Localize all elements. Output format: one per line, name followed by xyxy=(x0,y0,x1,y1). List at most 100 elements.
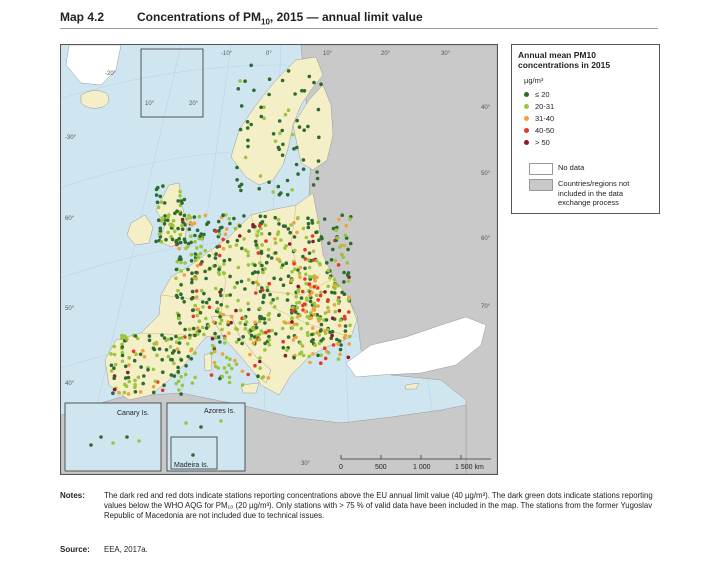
station-dot xyxy=(203,249,208,253)
norway-sweden xyxy=(230,56,324,186)
station-dot xyxy=(291,305,295,310)
station-dot xyxy=(275,296,280,301)
station-dot xyxy=(246,138,250,143)
station-dot xyxy=(235,178,239,182)
station-dot xyxy=(300,289,305,294)
station-dot xyxy=(192,221,197,225)
station-dot xyxy=(120,345,124,349)
station-dot xyxy=(332,278,337,282)
station-dot xyxy=(239,182,244,187)
station-dot xyxy=(256,282,261,287)
station-dot xyxy=(141,348,145,353)
station-dot xyxy=(327,241,331,245)
station-dot xyxy=(307,282,312,286)
station-dot xyxy=(296,172,300,176)
station-dot xyxy=(264,260,269,265)
station-dot xyxy=(239,104,244,108)
station-dot xyxy=(201,325,205,330)
station-dot xyxy=(176,379,181,384)
station-dot xyxy=(317,333,322,337)
station-dot xyxy=(337,301,341,306)
station-dot xyxy=(99,435,103,439)
station-dot xyxy=(304,235,309,240)
station-dot xyxy=(285,178,290,183)
svalbard-inset-frame xyxy=(140,48,204,118)
station-dot xyxy=(164,237,168,242)
station-dot xyxy=(200,237,204,241)
station-dot xyxy=(240,246,244,251)
station-dot xyxy=(257,337,262,342)
station-dot xyxy=(111,391,115,396)
station-dot xyxy=(182,213,187,218)
station-dot xyxy=(284,261,289,265)
station-dot xyxy=(285,298,290,302)
station-dot xyxy=(109,363,114,368)
station-dot xyxy=(262,293,266,298)
station-dot xyxy=(177,350,181,355)
station-dot xyxy=(216,366,221,370)
station-dot xyxy=(199,288,204,293)
station-dot xyxy=(306,216,310,220)
legend-dot xyxy=(524,140,529,145)
station-dot xyxy=(293,267,297,271)
station-dot xyxy=(246,253,250,258)
station-dot xyxy=(161,184,165,188)
station-dot xyxy=(181,220,185,224)
station-dot xyxy=(316,107,321,112)
station-dot xyxy=(305,321,310,326)
station-dot xyxy=(182,273,187,277)
station-dot xyxy=(311,239,315,244)
station-dot xyxy=(336,357,341,361)
station-dot xyxy=(340,290,344,295)
station-dot xyxy=(163,214,167,218)
station-dot xyxy=(249,333,254,338)
station-dot xyxy=(214,252,218,256)
station-dot xyxy=(224,293,229,298)
station-dot xyxy=(301,353,306,358)
station-dot xyxy=(248,337,253,341)
station-dot xyxy=(260,263,264,268)
station-dot xyxy=(221,213,225,217)
station-dot xyxy=(132,358,137,363)
station-dot xyxy=(311,183,316,187)
station-dot xyxy=(264,330,268,335)
station-dot xyxy=(269,301,273,305)
station-dot xyxy=(348,241,353,246)
station-dot xyxy=(276,184,281,189)
station-dot xyxy=(333,286,337,291)
station-dot xyxy=(175,260,179,264)
station-dot xyxy=(146,368,150,372)
station-dot xyxy=(250,326,255,331)
station-dot xyxy=(217,229,221,233)
station-dot xyxy=(290,326,294,330)
station-dot xyxy=(317,135,321,140)
station-dot xyxy=(258,306,262,311)
station-dot xyxy=(179,283,183,287)
legend-title: Annual mean PM10 concentrations in 2015 xyxy=(518,50,611,70)
station-dot xyxy=(271,298,275,302)
station-dot xyxy=(127,379,132,384)
station-dot xyxy=(298,265,302,270)
station-dot xyxy=(315,230,319,234)
station-dot xyxy=(209,351,214,356)
station-dot xyxy=(174,267,179,272)
station-dot xyxy=(267,281,271,286)
station-dot xyxy=(112,344,117,349)
station-dot xyxy=(326,268,331,273)
station-dot xyxy=(194,289,199,293)
station-dot xyxy=(307,265,312,270)
station-dot xyxy=(158,229,163,233)
europe-map[interactable]: Canary Is. Azores Is. Madeira Is. 0 500 … xyxy=(60,44,498,475)
station-dot xyxy=(229,314,234,319)
station-dot xyxy=(343,233,348,238)
station-dot xyxy=(257,332,262,337)
station-dot xyxy=(268,292,272,297)
station-dot xyxy=(182,300,186,304)
station-dot xyxy=(193,258,198,262)
station-dot xyxy=(191,326,196,331)
station-dot xyxy=(177,388,181,392)
station-dot xyxy=(326,305,330,310)
station-dot xyxy=(200,260,204,264)
station-dot xyxy=(210,336,215,341)
station-dot xyxy=(251,223,255,227)
